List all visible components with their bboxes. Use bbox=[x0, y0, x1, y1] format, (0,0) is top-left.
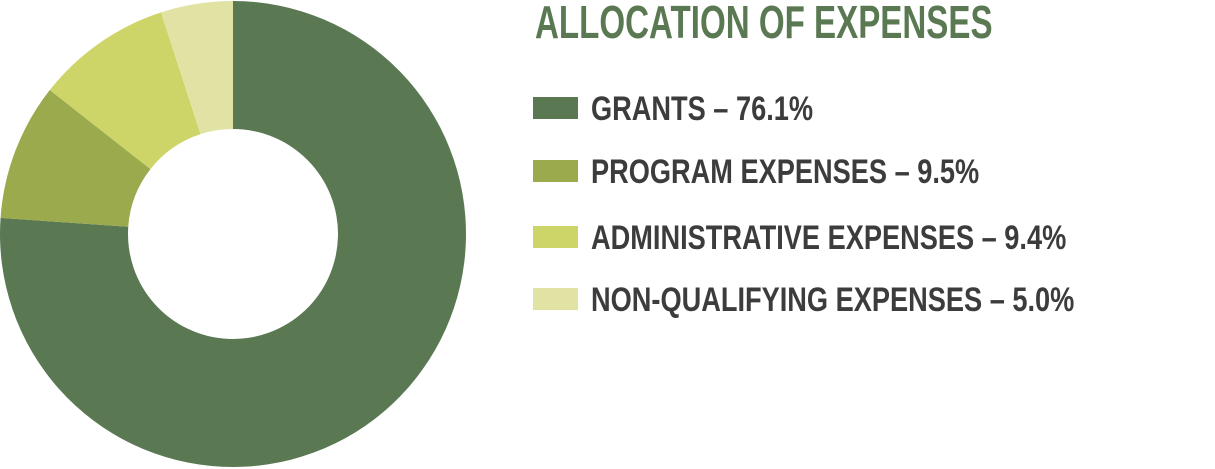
legend-swatch bbox=[533, 226, 578, 248]
legend-label-group: GRANTS – 76.1% bbox=[591, 89, 813, 128]
legend-label: GRANTS – 76.1% bbox=[591, 89, 813, 128]
donut-segment bbox=[49, 12, 201, 170]
legend-swatch bbox=[533, 288, 578, 310]
legend-label-group: NON-QUALIFYING EXPENSES – 5.0% bbox=[591, 280, 1074, 319]
donut-segment bbox=[160, 1, 233, 135]
legend-label: PROGRAM EXPENSES – 9.5% bbox=[591, 152, 979, 191]
legend-swatch bbox=[533, 160, 578, 182]
title-group: ALLOCATION OF EXPENSES bbox=[535, 0, 993, 48]
donut-segment bbox=[0, 90, 151, 227]
legend-swatch bbox=[533, 97, 578, 119]
legend-label-group: PROGRAM EXPENSES – 9.5% bbox=[591, 152, 979, 191]
chart-title: ALLOCATION OF EXPENSES bbox=[535, 0, 993, 48]
legend-label: NON-QUALIFYING EXPENSES – 5.0% bbox=[591, 280, 1074, 319]
donut-segment bbox=[0, 1, 466, 467]
legend-label-group: ADMINISTRATIVE EXPENSES – 9.4% bbox=[591, 218, 1066, 257]
legend-label: ADMINISTRATIVE EXPENSES – 9.4% bbox=[591, 218, 1066, 257]
